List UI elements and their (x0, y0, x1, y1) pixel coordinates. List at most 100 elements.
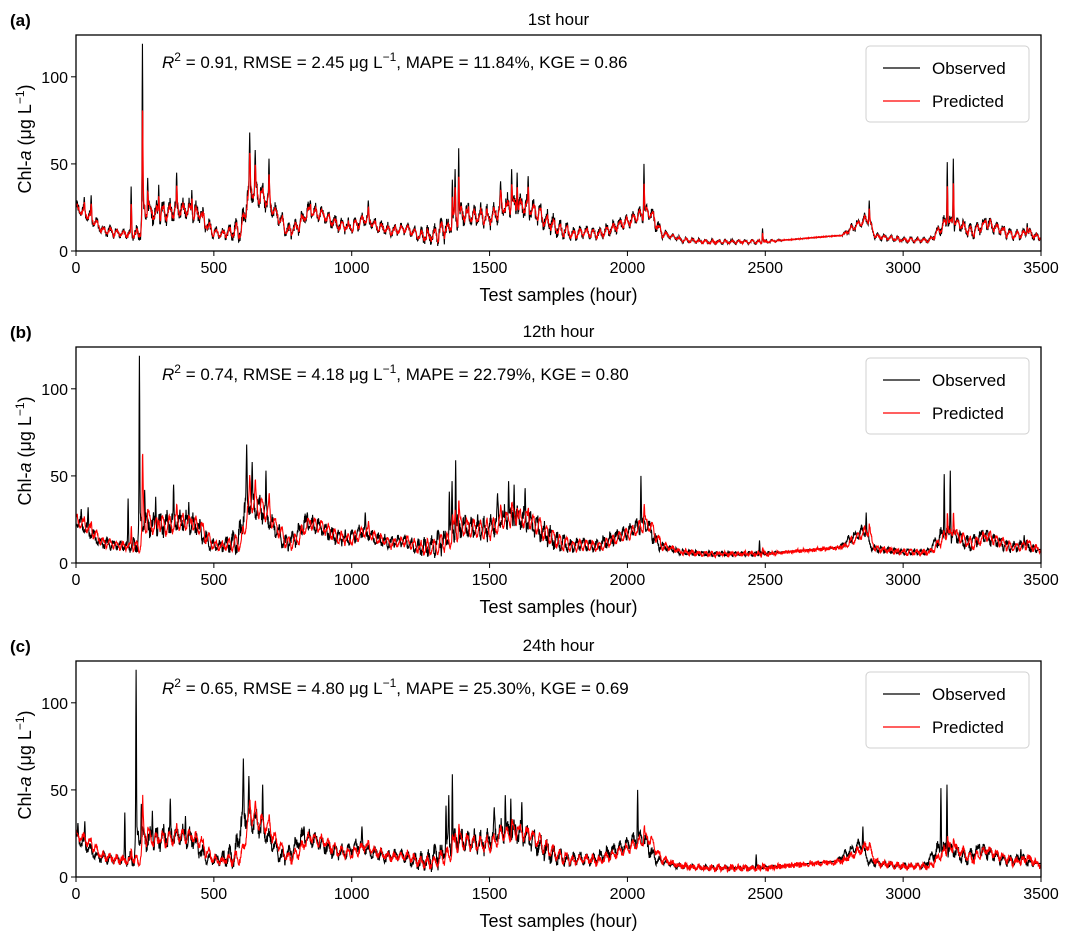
y-label-sup: −1 (13, 90, 27, 104)
x-tick-label: 3500 (1023, 260, 1059, 277)
x-tick-label: 2000 (610, 572, 646, 589)
legend-label-predicted: Predicted (932, 404, 1004, 423)
metric-text: = 0.74, RMSE = 4.18 μg L (181, 365, 383, 384)
metric-tail: , MAPE = 22.79%, KGE = 0.80 (396, 365, 628, 384)
panel-label: (a) (10, 11, 31, 30)
y-axis-label: Chl-a (μg L−1) (13, 396, 35, 505)
x-tick-label: 1500 (472, 886, 508, 903)
metric-text: = 0.65, RMSE = 4.80 μg L (181, 679, 383, 698)
legend-box (865, 45, 1030, 123)
chart-title: 24th hour (523, 636, 595, 655)
panel-label: (c) (10, 637, 31, 656)
y-tick-label: 50 (50, 157, 68, 174)
x-tick-label: 1000 (334, 260, 370, 277)
metric-r2-sup: 2 (174, 362, 181, 376)
legend: Observed Predicted (865, 357, 1030, 435)
metric-r2-sup: 2 (174, 676, 181, 690)
x-axis-label: Test samples (hour) (479, 285, 637, 305)
legend: Observed Predicted (865, 671, 1030, 749)
y-label-close: ) (15, 710, 35, 716)
plot-frame (75, 34, 1042, 252)
series-predicted-line (76, 453, 1041, 559)
y-label-unit: (μg L (15, 416, 35, 462)
x-tick-label: 1500 (472, 572, 508, 589)
y-label-italic: a (15, 777, 35, 787)
metric-r2-symbol: R (162, 679, 174, 698)
legend-label-predicted: Predicted (932, 92, 1004, 111)
legend-box (865, 357, 1030, 435)
legend: Observed Predicted (865, 45, 1030, 123)
x-tick-label: 3500 (1023, 886, 1059, 903)
x-tick-label: 500 (201, 886, 228, 903)
x-tick-label: 3000 (885, 572, 921, 589)
metric-unit-sup: −1 (383, 50, 397, 64)
y-tick-label: 0 (59, 556, 68, 573)
plot-frame (75, 660, 1042, 878)
x-tick-label: 2500 (747, 886, 783, 903)
y-tick-label: 50 (50, 783, 68, 800)
x-tick-label: 3500 (1023, 572, 1059, 589)
chart-title: 12th hour (523, 322, 595, 341)
chart-title: 1st hour (528, 10, 590, 29)
x-tick-label: 0 (72, 572, 81, 589)
metric-tail: , MAPE = 25.30%, KGE = 0.69 (396, 679, 628, 698)
metric-r2-symbol: R (162, 365, 174, 384)
y-label-italic: a (15, 463, 35, 473)
x-tick-label: 500 (201, 260, 228, 277)
legend-label-predicted: Predicted (932, 718, 1004, 737)
x-tick-label: 2000 (610, 260, 646, 277)
x-tick-label: 2000 (610, 886, 646, 903)
series-predicted-line (76, 794, 1041, 874)
legend-box (865, 671, 1030, 749)
y-tick-label: 0 (59, 870, 68, 887)
series-predicted-line (76, 110, 1041, 246)
y-label-close: ) (15, 84, 35, 90)
plot-frame (75, 346, 1042, 564)
x-tick-label: 0 (72, 886, 81, 903)
y-label-italic: a (15, 151, 35, 161)
x-tick-label: 3000 (885, 260, 921, 277)
y-tick-label: 0 (59, 244, 68, 261)
y-label-close: ) (15, 396, 35, 402)
y-label-sup: −1 (13, 402, 27, 416)
y-label-unit: (μg L (15, 104, 35, 150)
x-axis-label: Test samples (hour) (479, 597, 637, 617)
x-axis-label: Test samples (hour) (479, 911, 637, 931)
x-tick-label: 500 (201, 572, 228, 589)
metrics-annotation: R2 = 0.65, RMSE = 4.80 μg L−1, MAPE = 25… (162, 676, 629, 698)
chart-panel-a: (a) 1st hour 0 500 1000 1500 2000 2500 3000 3500 0… (10, 10, 1059, 305)
x-tick-label: 1000 (334, 886, 370, 903)
x-tick-label: 1000 (334, 572, 370, 589)
metric-unit-sup: −1 (383, 362, 397, 376)
y-axis-label: Chl-a (μg L−1) (13, 710, 35, 819)
metric-unit-sup: −1 (383, 676, 397, 690)
x-tick-label: 1500 (472, 260, 508, 277)
x-tick-label: 0 (72, 260, 81, 277)
metric-text: = 0.91, RMSE = 2.45 μg L (181, 53, 383, 72)
metric-r2-sup: 2 (174, 50, 181, 64)
y-tick-label: 100 (41, 70, 68, 87)
metric-r2-symbol: R (162, 53, 174, 72)
y-label-prefix: Chl- (15, 161, 35, 194)
y-axis-label: Chl-a (μg L−1) (13, 84, 35, 193)
metrics-annotation: R2 = 0.74, RMSE = 4.18 μg L−1, MAPE = 22… (162, 362, 629, 384)
y-label-prefix: Chl- (15, 473, 35, 506)
y-tick-label: 100 (41, 382, 68, 399)
metric-tail: , MAPE = 11.84%, KGE = 0.86 (396, 53, 627, 72)
x-tick-label: 2500 (747, 260, 783, 277)
panel-label: (b) (10, 323, 32, 342)
legend-label-observed: Observed (932, 59, 1006, 78)
y-tick-label: 100 (41, 696, 68, 713)
metrics-annotation: R2 = 0.91, RMSE = 2.45 μg L−1, MAPE = 11… (162, 50, 628, 72)
y-label-prefix: Chl- (15, 787, 35, 820)
x-tick-label: 3000 (885, 886, 921, 903)
y-tick-label: 50 (50, 469, 68, 486)
y-label-unit: (μg L (15, 730, 35, 776)
legend-label-observed: Observed (932, 685, 1006, 704)
y-label-sup: −1 (13, 716, 27, 730)
x-tick-label: 2500 (747, 572, 783, 589)
legend-label-observed: Observed (932, 371, 1006, 390)
